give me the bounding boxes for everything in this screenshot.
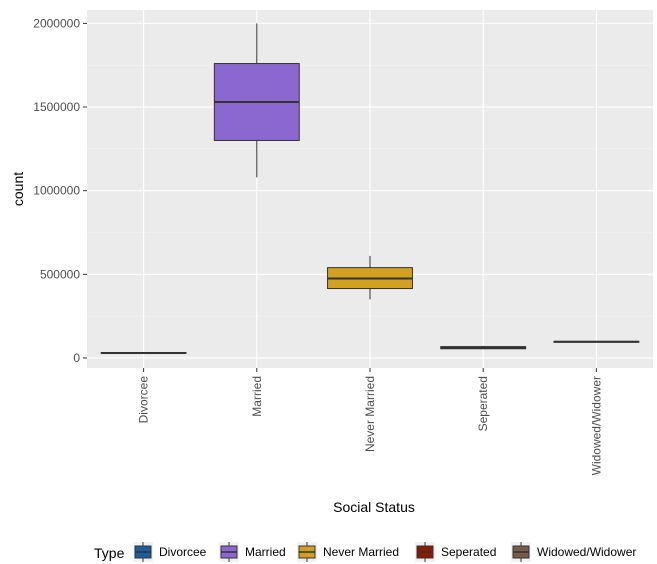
legend: Type Divorcee Married Never Married Seperat…	[94, 542, 636, 562]
y-tick-label: 1500000	[33, 100, 80, 114]
legend-item: Seperated	[415, 542, 496, 562]
box-widowed-widower	[553, 340, 640, 343]
legend-item: Divorcee	[133, 542, 207, 562]
x-axis-title: Social Status	[333, 499, 415, 515]
x-tick-label: Married	[250, 376, 264, 417]
x-tick-label: Widowed/Widower	[589, 376, 603, 475]
legend-item: Widowed/Widower	[511, 542, 636, 562]
legend-label: Widowed/Widower	[537, 545, 636, 559]
x-tick-label: Divorcee	[137, 376, 151, 424]
box-divorcee	[100, 351, 187, 354]
y-axis-title: count	[10, 172, 26, 206]
legend-label: Married	[245, 545, 286, 559]
legend-title: Type	[94, 545, 125, 561]
grid-lines	[87, 10, 653, 368]
x-axis: Divorcee Married Never Married Seperated Wid…	[137, 368, 603, 475]
box-never-married	[327, 255, 413, 300]
box-married	[213, 23, 300, 178]
legend-label: Never Married	[323, 545, 399, 559]
legend-item: Married	[219, 542, 286, 562]
x-tick-label: Never Married	[363, 376, 377, 452]
x-tick-label: Seperated	[476, 376, 490, 431]
y-tick-label: 1000000	[33, 184, 80, 198]
legend-item: Never Married	[297, 542, 399, 562]
boxes	[100, 23, 640, 354]
legend-label: Divorcee	[159, 545, 207, 559]
y-tick-label: 0	[73, 351, 80, 365]
legend-label: Seperated	[441, 545, 496, 559]
y-axis: 0 500000 1000000 1500000 2000000	[33, 16, 87, 365]
y-tick-label: 2000000	[33, 16, 80, 30]
box-seperated	[440, 345, 527, 350]
y-tick-label: 500000	[40, 267, 80, 281]
